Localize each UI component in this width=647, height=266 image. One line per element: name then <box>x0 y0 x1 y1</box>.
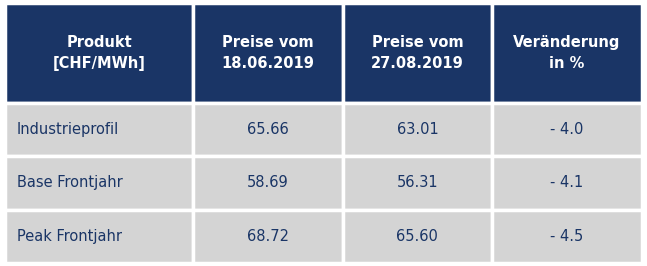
Text: 68.72: 68.72 <box>247 229 289 244</box>
Text: 56.31: 56.31 <box>397 176 438 190</box>
Text: 58.69: 58.69 <box>247 176 289 190</box>
Bar <box>5 3 193 103</box>
Bar <box>492 3 642 103</box>
Text: Produkt
[CHF/MWh]: Produkt [CHF/MWh] <box>52 35 146 71</box>
Text: - 4.1: - 4.1 <box>551 176 584 190</box>
Text: 65.60: 65.60 <box>397 229 439 244</box>
Text: - 4.0: - 4.0 <box>551 122 584 137</box>
Bar <box>492 156 642 210</box>
Text: 63.01: 63.01 <box>397 122 438 137</box>
Bar <box>343 103 492 156</box>
Bar <box>343 156 492 210</box>
Bar <box>343 210 492 263</box>
Bar <box>193 103 343 156</box>
Bar <box>5 156 193 210</box>
Bar <box>492 210 642 263</box>
Text: Preise vom
27.08.2019: Preise vom 27.08.2019 <box>371 35 464 71</box>
Bar <box>193 3 343 103</box>
Bar <box>492 103 642 156</box>
Bar <box>5 210 193 263</box>
Text: - 4.5: - 4.5 <box>551 229 584 244</box>
Text: Peak Frontjahr: Peak Frontjahr <box>17 229 122 244</box>
Text: Preise vom
18.06.2019: Preise vom 18.06.2019 <box>221 35 314 71</box>
Text: Base Frontjahr: Base Frontjahr <box>17 176 122 190</box>
Bar <box>343 3 492 103</box>
Text: Veränderung
in %: Veränderung in % <box>513 35 620 71</box>
Bar <box>193 156 343 210</box>
Bar <box>193 210 343 263</box>
Text: 65.66: 65.66 <box>247 122 289 137</box>
Text: Industrieprofil: Industrieprofil <box>17 122 119 137</box>
Bar <box>5 103 193 156</box>
